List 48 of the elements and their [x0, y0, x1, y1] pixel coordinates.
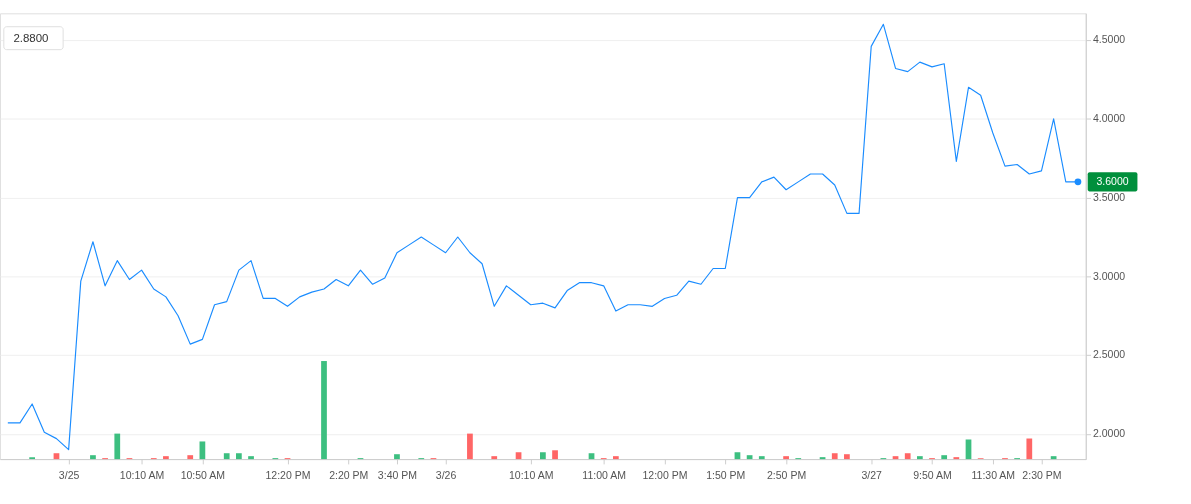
- bar: [552, 450, 558, 460]
- bar: [90, 455, 96, 460]
- y-tick-label: 2.5000: [1092, 348, 1126, 361]
- bar: [758, 456, 765, 460]
- x-tick-label: 11:00 AM: [582, 468, 626, 481]
- bar: [844, 454, 850, 460]
- x-tick-label: 11:30 AM: [971, 468, 1016, 481]
- x-tick-label: 10:10 AM: [119, 468, 165, 481]
- bar: [248, 456, 254, 460]
- x-tick-label: 3/27: [861, 468, 883, 481]
- bar: [491, 456, 498, 460]
- bar: [394, 454, 400, 460]
- y-tick-label: 3.0000: [1092, 269, 1126, 282]
- bar: [467, 433, 473, 460]
- bar: [916, 456, 923, 460]
- bar: [236, 453, 242, 460]
- bar: [612, 456, 619, 460]
- x-tick-label: 10:10 AM: [508, 468, 554, 481]
- bar: [163, 456, 169, 460]
- y-tick-label: 3.5000: [1092, 190, 1126, 203]
- y-tick-label: 4.0000: [1092, 112, 1126, 125]
- bar: [904, 453, 911, 460]
- y-tick-label: 2.0000: [1092, 427, 1126, 440]
- bar: [831, 453, 838, 460]
- x-tick-label: 3:40 PM: [377, 468, 418, 481]
- bar: [783, 456, 789, 460]
- x-tick-label: 12:20 PM: [265, 468, 311, 481]
- y-tick-label: 4.5000: [1092, 33, 1126, 46]
- x-tick-label: 1:50 PM: [706, 468, 746, 481]
- bar: [321, 361, 327, 460]
- bar: [187, 455, 194, 460]
- bar: [114, 433, 121, 460]
- x-tick-label: 2:20 PM: [329, 468, 369, 481]
- text: 3.6000: [1096, 174, 1129, 187]
- x-tick-label: 3/25: [58, 468, 80, 481]
- x-tick-label: 3/26: [435, 468, 457, 481]
- bar: [223, 453, 230, 460]
- x-tick-label: 10:50 AM: [180, 468, 226, 481]
- x-tick-label: 12:00 PM: [642, 468, 688, 481]
- annotation: 2.8800: [13, 32, 49, 45]
- x-tick-label: 2:30 PM: [1022, 468, 1062, 481]
- x-tick-label: 9:50 AM: [913, 468, 952, 481]
- bar: [1026, 438, 1033, 460]
- bar: [734, 452, 741, 460]
- bar: [540, 452, 546, 460]
- bar: [941, 455, 948, 460]
- bar: [515, 452, 522, 460]
- x-tick-label: 2:50 PM: [766, 468, 807, 481]
